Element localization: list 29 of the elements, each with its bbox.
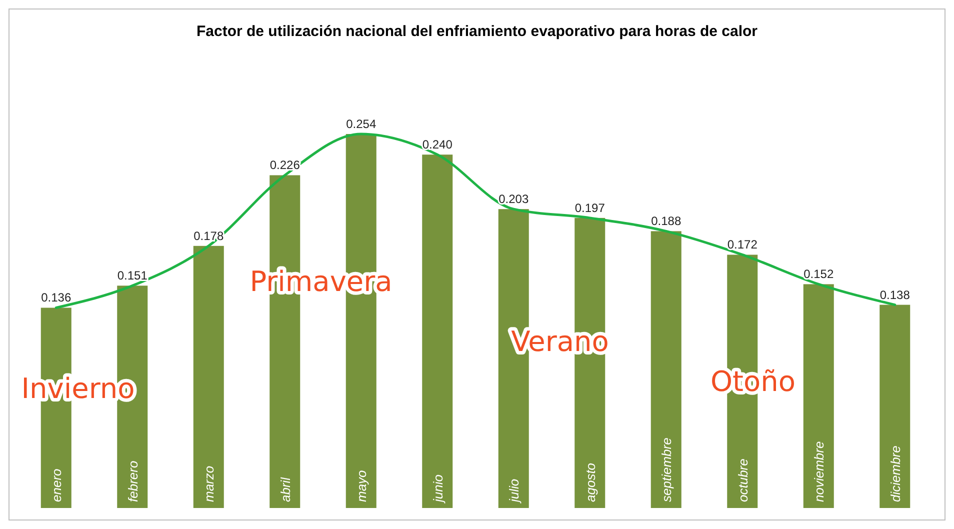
bar bbox=[650, 231, 682, 508]
data-label: 0.254 bbox=[346, 117, 376, 131]
x-tick-label: agosto bbox=[582, 462, 598, 502]
x-tick-label: septiembre bbox=[659, 438, 674, 502]
annotation: Verano bbox=[511, 325, 609, 358]
x-tick-label: junio bbox=[430, 474, 446, 504]
data-label: 0.138 bbox=[880, 288, 910, 302]
data-label: 0.152 bbox=[804, 267, 834, 282]
data-label: 0.188 bbox=[651, 214, 682, 228]
x-tick-label: abril bbox=[278, 476, 293, 502]
x-tick-label: mayo bbox=[354, 470, 370, 502]
data-label: 0.136 bbox=[41, 290, 72, 305]
bar bbox=[880, 304, 910, 508]
x-tick-label: octubre bbox=[735, 458, 750, 502]
bar bbox=[193, 246, 224, 508]
chart-title: Factor de utilización nacional del enfriamiento evaporativo para horas de calor bbox=[196, 23, 758, 40]
x-tick-label: marzo bbox=[202, 466, 217, 502]
data-label: 0.240 bbox=[422, 138, 453, 152]
data-label: 0.172 bbox=[727, 238, 758, 252]
data-label: 0.203 bbox=[498, 192, 529, 206]
x-tick-label: febrero bbox=[125, 460, 140, 502]
x-tick-label: julio bbox=[506, 478, 522, 504]
x-tick-label: diciembre bbox=[888, 446, 903, 502]
data-label: 0.197 bbox=[574, 200, 606, 215]
x-tick-label: enero bbox=[49, 468, 64, 502]
bar bbox=[422, 154, 453, 508]
data-label: 0.151 bbox=[117, 268, 148, 283]
bar bbox=[803, 284, 834, 508]
x-tick-label: noviembre bbox=[812, 441, 827, 502]
